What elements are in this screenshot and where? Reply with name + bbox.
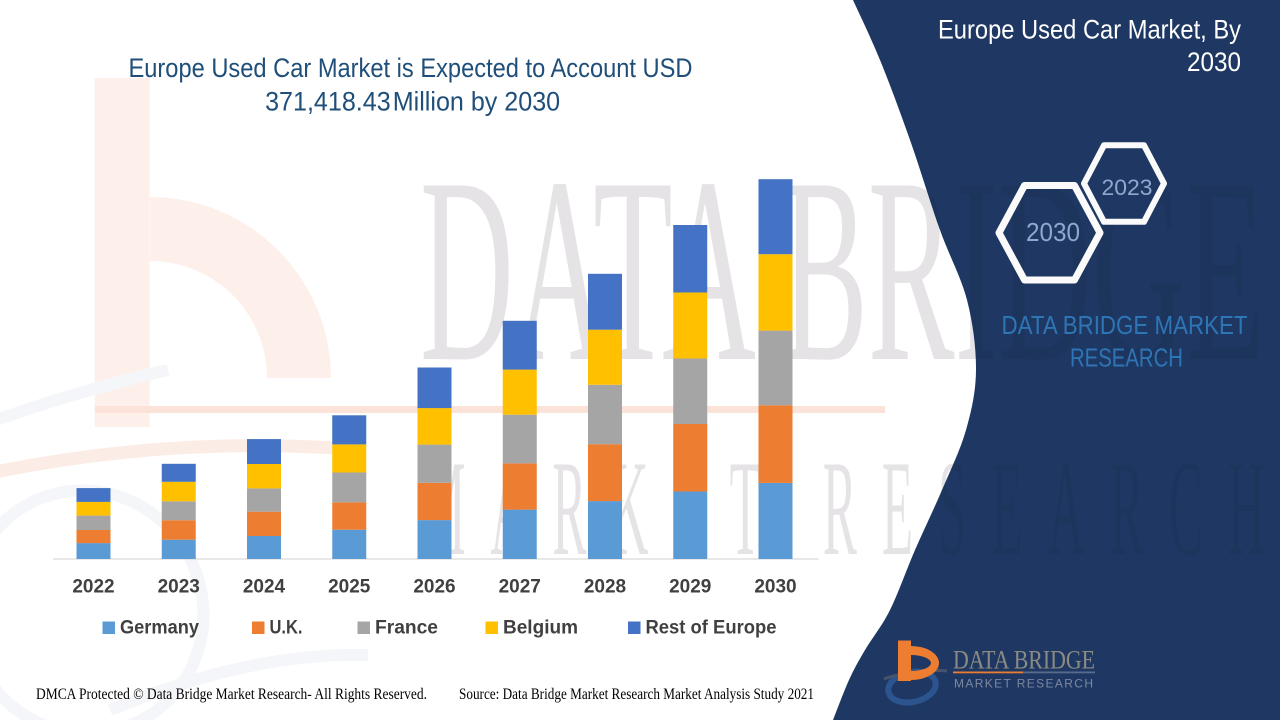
svg-text:France: France [375, 618, 438, 639]
svg-text:U.K.: U.K. [270, 618, 303, 639]
svg-text:2030: 2030 [1026, 217, 1080, 247]
svg-text:2024: 2024 [243, 577, 286, 598]
svg-text:2026: 2026 [413, 577, 455, 598]
svg-text:RESEARCH: RESEARCH [1070, 344, 1183, 372]
svg-text:2023: 2023 [158, 577, 200, 598]
svg-text:2028: 2028 [584, 577, 626, 598]
svg-text:DATA BRIDGE MARKET: DATA BRIDGE MARKET [1002, 312, 1248, 340]
svg-text:2029: 2029 [669, 577, 711, 598]
svg-text:371,418.43 Million by 2030: 371,418.43 Million by 2030 [265, 87, 560, 117]
svg-text:2022: 2022 [72, 577, 114, 598]
svg-text:2025: 2025 [328, 577, 371, 598]
svg-text:DMCA Protected © Data Bridge M: DMCA Protected © Data Bridge Market Rese… [36, 686, 427, 703]
svg-text:Source: Data Bridge Market Res: Source: Data Bridge Market Research Mark… [459, 686, 814, 703]
svg-text:2030: 2030 [1187, 47, 1241, 77]
svg-text:Germany: Germany [120, 618, 199, 639]
svg-text:Rest of Europe: Rest of Europe [646, 618, 777, 639]
svg-text:2023: 2023 [1102, 175, 1153, 200]
svg-text:Europe Used Car Market, By: Europe Used Car Market, By [938, 15, 1241, 45]
svg-text:2030: 2030 [754, 577, 796, 598]
svg-text:DATA BRIDGE: DATA BRIDGE [953, 646, 1095, 675]
svg-text:Europe Used Car Market is Expe: Europe Used Car Market is Expected to Ac… [129, 53, 693, 83]
svg-text:Belgium: Belgium [503, 618, 578, 639]
svg-text:MARKET RESEARCH: MARKET RESEARCH [954, 677, 1093, 691]
svg-text:2027: 2027 [499, 577, 541, 598]
